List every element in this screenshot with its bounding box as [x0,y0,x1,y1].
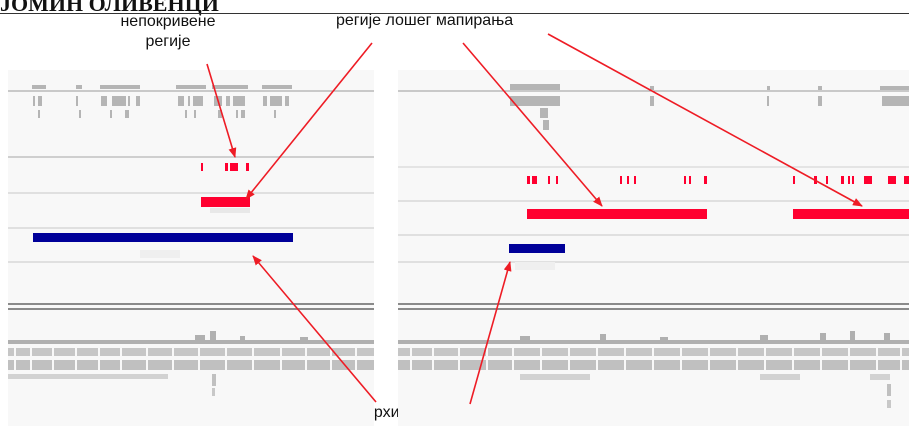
arrow-poor-mapping-right-1 [462,42,603,207]
poor-mapping-regions-label: регије лошег мапирања [336,12,514,29]
uncovered-region-mark [848,176,850,184]
feature-block [38,110,40,118]
arrow-poor-mapping-right-2 [547,33,863,207]
header-bar: ЈОМИН ОЛИВЕНЦИ [0,0,909,20]
arrow-archipelago-left [252,255,377,403]
arrow-uncovered-regions [206,63,237,158]
feature-block [178,96,184,106]
uncovered-region-mark [793,176,795,184]
right-track-lines [398,90,909,310]
feature-block [79,110,81,118]
feature-block [274,110,276,118]
feature-block [101,96,107,106]
feature-block [32,85,46,89]
right-archipelago-shadow [515,262,555,270]
feature-block [212,85,248,89]
feature-block [226,96,230,106]
feature-block [540,108,548,118]
uncovered-region-mark [888,176,896,184]
feature-block [285,96,289,106]
uncovered-region-mark [904,176,909,184]
feature-block [263,96,267,106]
feature-block [543,120,549,130]
uncovered-region-mark [201,163,203,171]
feature-block [193,96,203,106]
feature-block [818,86,822,90]
annotation-arrows [206,33,863,405]
uncovered-region-mark [841,176,844,184]
uncovered-region-mark [548,176,550,184]
right-top-feature-blocks [510,84,909,130]
left-poor-mapping-shadow [210,208,250,213]
feature-block [233,96,245,106]
right-poor-mapping-bar-1 [527,209,707,219]
feature-block [194,110,196,118]
arrow-poor-mapping-left [245,42,373,200]
left-poor-mapping-bar [201,197,250,207]
feature-block [236,110,238,118]
uncovered-region-mark [704,176,707,184]
feature-block [185,110,187,118]
feature-block [767,96,769,106]
feature-block [76,85,82,89]
uncovered-regions-label-line1: непокривене [120,13,216,30]
feature-block [176,85,206,89]
feature-block [767,86,770,90]
uncovered-region-mark [620,176,622,184]
feature-block [262,85,292,89]
left-archipelago-bar [33,233,293,242]
uncovered-region-mark [532,176,537,184]
feature-block [880,86,909,90]
page-title: ЈОМИН ОЛИВЕНЦИ [0,0,219,16]
feature-block [136,96,140,106]
feature-block [650,86,654,90]
uncovered-region-mark [864,176,872,184]
feature-block [100,85,140,89]
feature-block [33,96,35,106]
uncovered-region-mark [527,176,530,184]
feature-block [270,96,282,106]
feature-block [112,96,126,106]
feature-block [218,110,222,118]
uncovered-region-mark [627,176,629,184]
left-read-gaps [14,348,357,370]
uncovered-region-mark [684,176,686,184]
uncovered-region-mark [689,176,691,184]
right-poor-mapping-bar-2 [793,209,909,219]
uncovered-region-mark [826,176,828,184]
right-read-gaps [410,348,902,370]
uncovered-region-mark [556,176,558,184]
feature-block [882,96,909,106]
right-archipelago-bar [509,244,565,253]
header-divider [0,13,909,14]
left-archipelago-shadow [140,250,180,258]
feature-block [510,84,560,90]
left-track-lines [8,90,374,310]
feature-block [38,96,42,106]
uncovered-regions-label: непокривене регије [118,12,218,52]
left-uncovered-region-marks [201,163,249,171]
feature-block [128,96,130,106]
uncovered-region-mark [230,163,238,171]
left-coverage-histogram [8,331,374,396]
uncovered-region-mark [852,176,854,184]
arrow-archipelago-right [469,261,512,405]
feature-block [510,96,560,106]
feature-block [76,96,78,106]
feature-block [241,110,245,118]
feature-block [650,96,654,106]
feature-block [818,96,822,106]
uncovered-regions-label-line2: регије [145,33,191,50]
uncovered-region-mark [225,163,228,171]
left-top-feature-blocks [32,85,292,118]
feature-block [110,110,112,118]
uncovered-region-mark [634,176,636,184]
uncovered-region-mark [246,163,249,171]
right-uncovered-region-marks [527,176,909,184]
feature-block [125,110,129,118]
feature-block [188,96,190,106]
